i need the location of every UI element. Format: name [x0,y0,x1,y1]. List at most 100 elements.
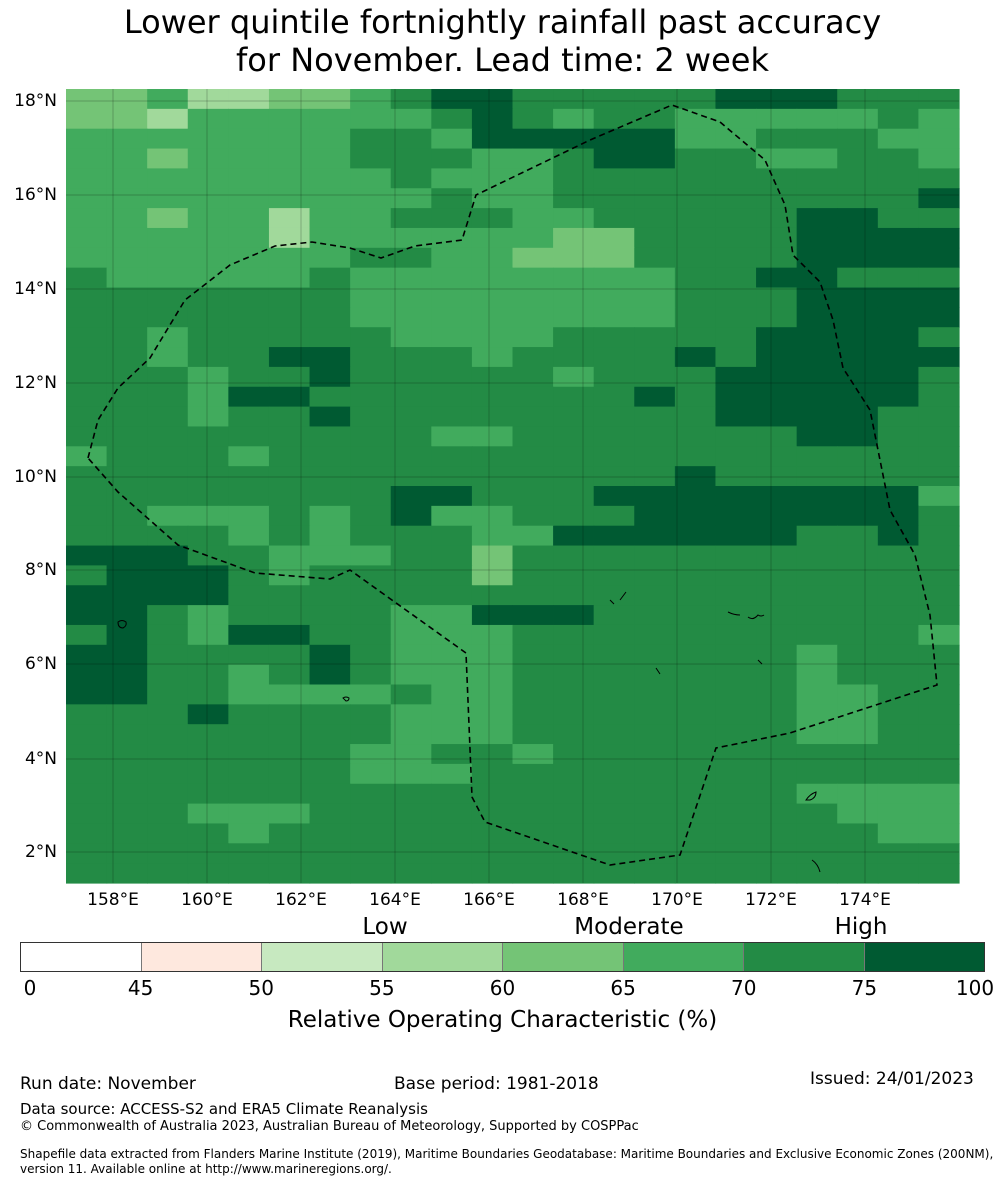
grid-cell [66,823,108,844]
grid-cell [796,327,838,348]
grid-cell [350,406,392,428]
grid-cell [309,466,351,487]
grid-cell [715,545,757,566]
grid-cell [512,446,554,467]
grid-cell [553,366,595,388]
grid-cell [918,426,960,447]
grid-cell [268,406,311,428]
grid-cell [187,545,229,566]
grid-cell [877,545,920,566]
grid-cell [756,863,798,884]
grid-cell [756,823,798,844]
grid-cell [471,724,514,745]
grid-cell [715,406,757,428]
grid-cell [309,128,351,150]
grid-cell [918,505,960,527]
grid-cell [268,803,311,825]
colorbar-tick-label: 75 [851,976,878,1000]
grid-cell [512,347,554,368]
grid-cell [756,227,798,249]
grid-cell [512,386,554,408]
grid-cell [837,763,879,785]
grid-cell [228,505,270,527]
grid-cell [66,406,108,428]
grid-cell [877,724,920,745]
grid-cell [634,347,676,368]
grid-cell [309,545,351,566]
grid-cell [553,386,595,408]
grid-cell [634,863,676,884]
grid-cell [187,307,229,328]
grid-cell [877,188,920,209]
grid-cell [512,744,554,765]
grid-cell [674,188,717,209]
grid-cell [471,247,514,269]
grid-cell [390,704,432,725]
grid-cell [187,386,229,408]
grid-cell [431,783,473,805]
grid-cell [756,565,798,586]
grid-cell [431,307,473,328]
longitude-label: 160°E [181,890,233,910]
grid-cell [796,763,838,785]
grid-cell [187,644,229,666]
grid-cell [228,605,270,626]
grid-cell [877,267,920,289]
grid-cell [553,486,595,507]
grid-cell [431,486,473,507]
grid-cell [147,168,189,189]
grid-cell [634,585,676,606]
grid-cell [268,863,311,884]
grid-cell [390,843,432,864]
grid-cell [674,525,717,547]
grid-cell [350,605,392,626]
grid-cell [796,89,838,110]
island [609,591,627,605]
grid-cell [147,605,189,626]
grid-cell [228,287,270,308]
grid-cell [796,724,838,745]
grid-cell [106,505,148,527]
grid-cell [674,585,717,606]
grid-cell [147,565,189,586]
grid-cell [390,605,432,626]
grid-cell [756,108,798,130]
grid-cell [350,585,392,606]
grid-cell [106,525,148,547]
grid-cell [756,605,798,626]
grid-cell [390,227,432,249]
grid-cell [877,108,920,130]
grid-cell [350,664,392,686]
grid-cell [228,208,270,229]
grid-cell [715,366,757,388]
grid-cell [756,545,798,566]
grid-cell [918,843,960,864]
grid-cell [796,466,838,487]
grid-cell [715,644,757,666]
grid-cell [66,843,108,864]
grid-cell [350,128,392,150]
grid-cell [66,327,108,348]
grid-cell [147,307,189,328]
grid-cell [593,505,635,527]
grid-cell [674,406,717,428]
grid-cell [431,843,473,864]
grid-cell [877,128,920,150]
grid-cell [877,486,920,507]
grid-cell [471,168,514,189]
colorbar-tick-label: 65 [610,976,636,1000]
grid-cell [106,763,148,785]
grid-cell [756,406,798,428]
grid-cell [268,486,311,507]
grid-cell [877,446,920,467]
grid-cell [309,664,351,686]
grid-cell [350,823,392,844]
grid-cell [512,426,554,447]
grid-cell [471,823,514,844]
grid-cell [715,307,757,328]
grid-cell [187,108,229,130]
grid-cell [674,823,717,844]
grid-cell [268,227,311,249]
grid-cell [390,624,432,646]
grid-cell [918,128,960,150]
